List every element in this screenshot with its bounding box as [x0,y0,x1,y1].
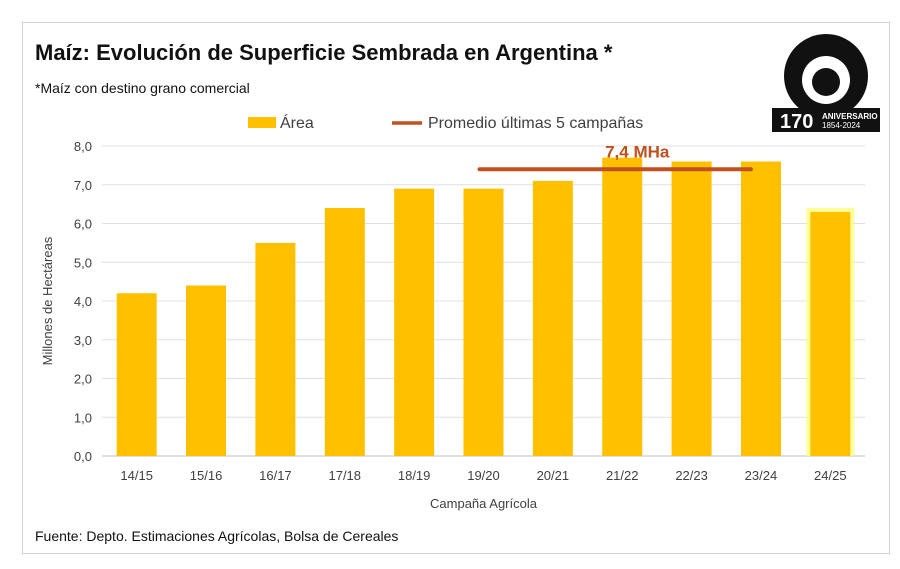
y-tick-label: 4,0 [74,294,92,309]
source-note: Fuente: Depto. Estimaciones Agrícolas, B… [35,528,399,544]
legend-label-area: Área [280,113,314,132]
bar [671,161,712,456]
y-tick-label: 5,0 [74,255,92,270]
y-tick-label: 3,0 [74,333,92,348]
svg-text:170: 170 [780,111,813,133]
x-tick-label: 20/21 [537,468,570,483]
x-tick-label: 21/22 [606,468,639,483]
bar [740,161,781,456]
y-tick-label: 2,0 [74,372,92,387]
x-tick-label: 14/15 [120,468,153,483]
y-tick-label: 6,0 [74,217,92,232]
bar [394,188,435,456]
bar [810,211,851,456]
x-tick-label: 23/24 [745,468,778,483]
bar [324,208,365,456]
bolsa-de-cereales-logo: 170 ANIVERSARIO 1854-2024 [772,34,880,133]
bar [255,242,296,456]
chart-title: Maíz: Evolución de Superficie Sembrada e… [35,40,613,65]
bar [116,293,157,456]
x-tick-label: 22/23 [675,468,708,483]
legend-label-average: Promedio últimas 5 campañas [428,115,643,132]
x-tick-label: 15/16 [190,468,223,483]
y-tick-label: 1,0 [74,410,92,425]
bar [186,285,227,456]
legend-swatch-area [248,117,276,128]
bar [532,180,573,456]
bar [463,188,504,456]
svg-text:1854-2024: 1854-2024 [822,121,861,130]
x-tick-label: 16/17 [259,468,292,483]
average-label: 7,4 MHa [605,142,670,161]
chart-subtitle: *Maíz con destino grano comercial [35,80,250,96]
x-tick-label: 24/25 [814,468,847,483]
svg-text:ANIVERSARIO: ANIVERSARIO [822,112,878,121]
x-tick-label: 17/18 [328,468,361,483]
y-axis-title: Millones de Hectáreas [40,236,55,365]
x-tick-label: 18/19 [398,468,431,483]
y-tick-label: 8,0 [74,139,92,154]
y-tick-label: 0,0 [74,449,92,464]
x-axis-title: Campaña Agrícola [430,496,538,511]
chart-frame [22,22,890,554]
bar [602,157,643,456]
y-tick-label: 7,0 [74,178,92,193]
x-tick-label: 19/20 [467,468,500,483]
